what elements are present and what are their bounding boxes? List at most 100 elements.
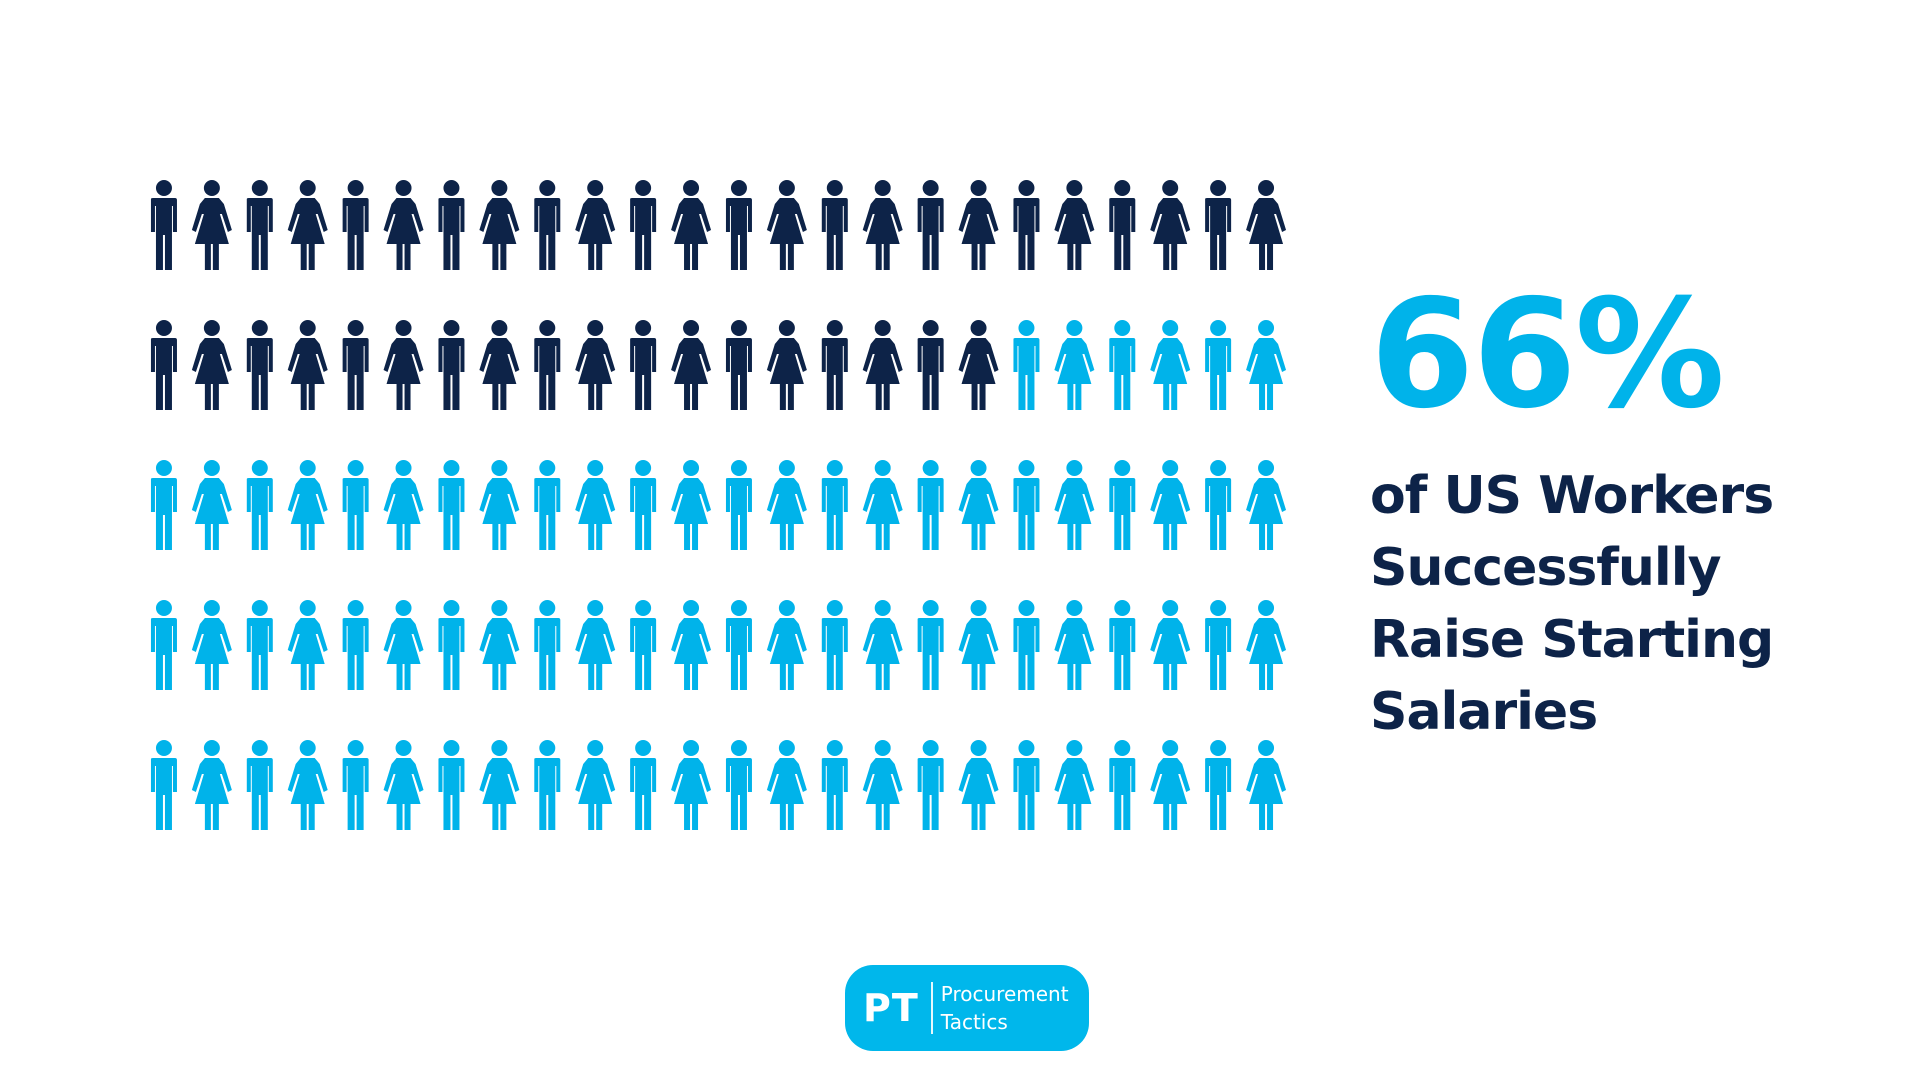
logo-name: Procurement Tactics bbox=[933, 980, 1069, 1036]
woman-icon bbox=[766, 600, 807, 690]
man-icon bbox=[150, 180, 177, 270]
woman-icon bbox=[191, 320, 232, 410]
woman-icon bbox=[1150, 460, 1191, 550]
woman-icon bbox=[479, 320, 520, 410]
woman-icon bbox=[575, 180, 616, 270]
man-icon bbox=[342, 180, 369, 270]
man-icon bbox=[438, 600, 465, 690]
woman-icon bbox=[862, 180, 903, 270]
woman-icon bbox=[383, 180, 424, 270]
woman-icon bbox=[1246, 740, 1287, 830]
woman-icon bbox=[287, 320, 328, 410]
man-icon bbox=[1013, 180, 1040, 270]
man-icon bbox=[630, 600, 657, 690]
woman-icon bbox=[575, 460, 616, 550]
man-icon bbox=[630, 320, 657, 410]
woman-icon bbox=[958, 180, 999, 270]
man-icon bbox=[150, 320, 177, 410]
woman-icon bbox=[191, 460, 232, 550]
man-icon bbox=[821, 740, 848, 830]
stat-percent: 66% bbox=[1370, 268, 1725, 442]
man-icon bbox=[1205, 740, 1232, 830]
woman-icon bbox=[1246, 320, 1287, 410]
man-icon bbox=[917, 600, 944, 690]
woman-icon bbox=[479, 180, 520, 270]
man-icon bbox=[1013, 740, 1040, 830]
man-icon bbox=[534, 600, 561, 690]
woman-icon bbox=[287, 600, 328, 690]
woman-icon bbox=[1150, 180, 1191, 270]
woman-icon bbox=[1246, 460, 1287, 550]
man-icon bbox=[342, 600, 369, 690]
man-icon bbox=[630, 180, 657, 270]
man-icon bbox=[630, 740, 657, 830]
man-icon bbox=[342, 460, 369, 550]
woman-icon bbox=[766, 320, 807, 410]
woman-icon bbox=[766, 460, 807, 550]
pictogram-svg bbox=[150, 180, 1287, 830]
man-icon bbox=[150, 460, 177, 550]
caption-line: of US Workers bbox=[1370, 466, 1774, 526]
woman-icon bbox=[1150, 600, 1191, 690]
woman-icon bbox=[958, 600, 999, 690]
woman-icon bbox=[671, 600, 712, 690]
woman-icon bbox=[671, 740, 712, 830]
woman-icon bbox=[1054, 740, 1095, 830]
man-icon bbox=[725, 180, 752, 270]
man-icon bbox=[534, 180, 561, 270]
woman-icon bbox=[1054, 180, 1095, 270]
woman-icon bbox=[1054, 320, 1095, 410]
man-icon bbox=[1013, 320, 1040, 410]
woman-icon bbox=[862, 740, 903, 830]
man-icon bbox=[1013, 600, 1040, 690]
man-icon bbox=[725, 600, 752, 690]
woman-icon bbox=[383, 460, 424, 550]
logo-name-line: Tactics bbox=[940, 1010, 1008, 1034]
man-icon bbox=[725, 740, 752, 830]
man-icon bbox=[725, 460, 752, 550]
man-icon bbox=[917, 180, 944, 270]
woman-icon bbox=[1246, 180, 1287, 270]
woman-icon bbox=[1150, 740, 1191, 830]
man-icon bbox=[438, 460, 465, 550]
woman-icon bbox=[575, 320, 616, 410]
woman-icon bbox=[479, 600, 520, 690]
man-icon bbox=[1109, 320, 1136, 410]
woman-icon bbox=[671, 180, 712, 270]
woman-icon bbox=[958, 460, 999, 550]
man-icon bbox=[342, 740, 369, 830]
woman-icon bbox=[862, 460, 903, 550]
man-icon bbox=[917, 460, 944, 550]
man-icon bbox=[1109, 600, 1136, 690]
woman-icon bbox=[1246, 600, 1287, 690]
woman-icon bbox=[191, 740, 232, 830]
woman-icon bbox=[862, 600, 903, 690]
man-icon bbox=[246, 740, 273, 830]
man-icon bbox=[534, 740, 561, 830]
man-icon bbox=[438, 180, 465, 270]
man-icon bbox=[1109, 180, 1136, 270]
logo-name-line: Procurement bbox=[940, 982, 1069, 1006]
man-icon bbox=[1205, 460, 1232, 550]
caption-line: Successfully bbox=[1370, 538, 1721, 598]
woman-icon bbox=[287, 460, 328, 550]
woman-icon bbox=[1054, 600, 1095, 690]
man-icon bbox=[821, 320, 848, 410]
man-icon bbox=[534, 320, 561, 410]
woman-icon bbox=[191, 600, 232, 690]
woman-icon bbox=[958, 740, 999, 830]
man-icon bbox=[821, 600, 848, 690]
stat-caption: of US Workers Successfully Raise Startin… bbox=[1370, 460, 1890, 748]
woman-icon bbox=[191, 180, 232, 270]
man-icon bbox=[917, 320, 944, 410]
caption-line: Raise Starting bbox=[1370, 610, 1774, 670]
woman-icon bbox=[958, 320, 999, 410]
man-icon bbox=[246, 600, 273, 690]
man-icon bbox=[438, 320, 465, 410]
woman-icon bbox=[671, 320, 712, 410]
woman-icon bbox=[1054, 460, 1095, 550]
woman-icon bbox=[671, 460, 712, 550]
woman-icon bbox=[383, 320, 424, 410]
man-icon bbox=[438, 740, 465, 830]
man-icon bbox=[1013, 460, 1040, 550]
